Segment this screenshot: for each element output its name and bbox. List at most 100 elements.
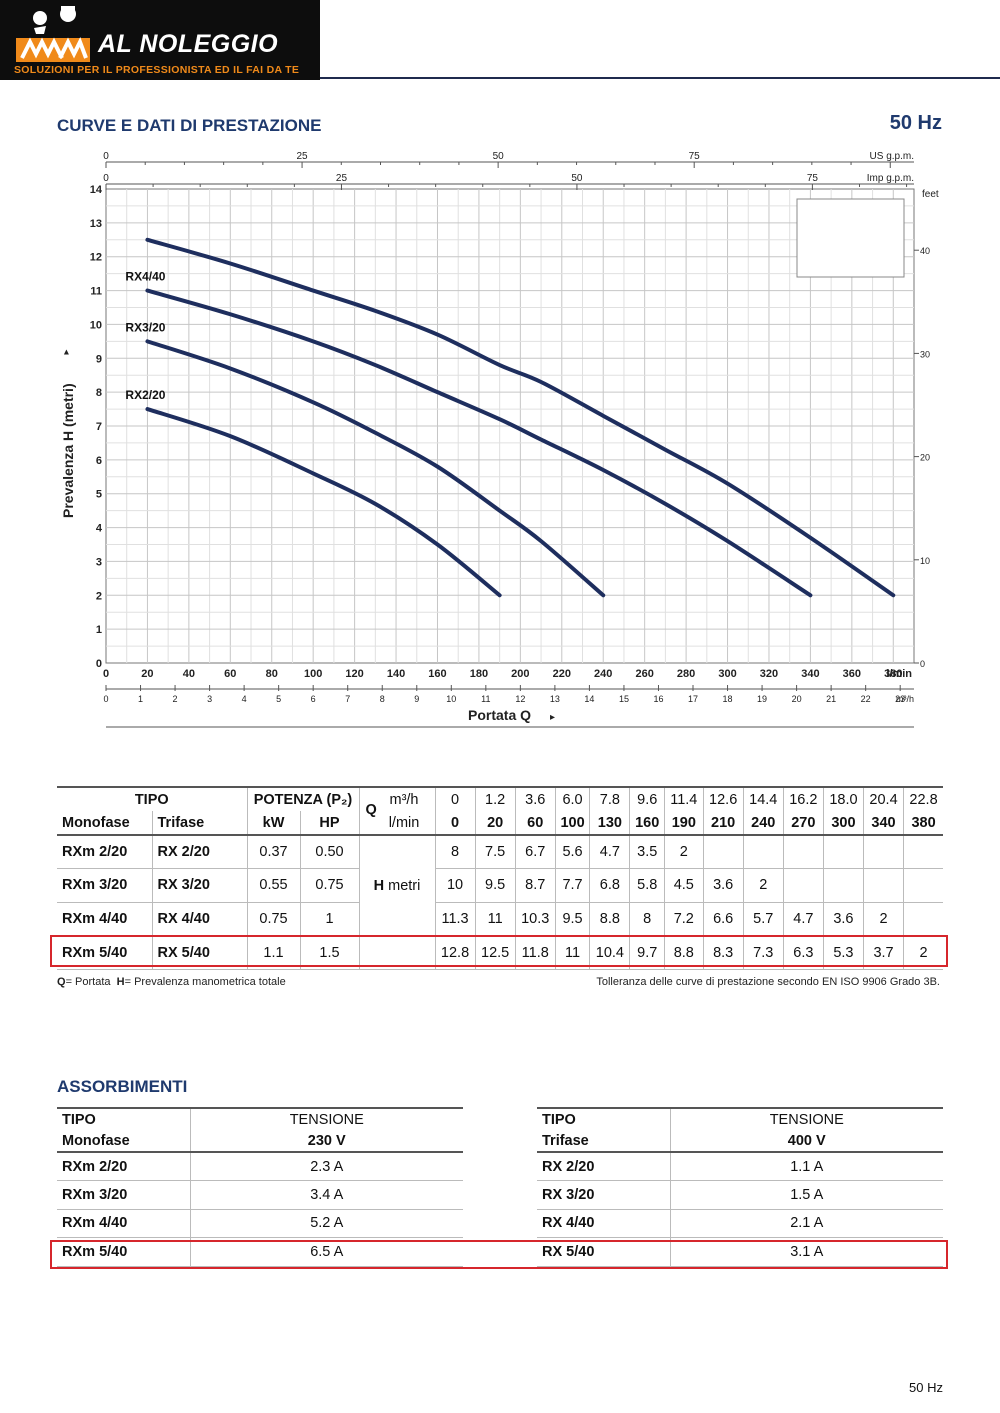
m3h-tick-label: 11 [481, 694, 490, 704]
head-value: 11.3 [434, 902, 476, 937]
head-value [903, 868, 943, 903]
model-tri: RX 4/40 [151, 902, 247, 937]
power-kw: 1.1 [246, 935, 300, 970]
lmin-value: 240 [742, 811, 784, 836]
x-tick-label: 40 [183, 668, 195, 680]
head-value: 10.4 [589, 935, 630, 970]
abs-subheader-row: Trifase 400 V [537, 1130, 943, 1153]
y-tick-label: 11 [90, 286, 102, 298]
head-value: 5.6 [554, 835, 590, 870]
m3h-tick-label: 4 [242, 694, 247, 704]
curve-series-2 [145, 339, 606, 598]
imp-tick-label: 50 [571, 173, 583, 184]
table-row: RX 2/20 1.1 A [537, 1152, 943, 1182]
head-value: 9.5 [554, 902, 590, 937]
col-voltage: 400 V [669, 1130, 943, 1153]
head-value: 11 [474, 902, 516, 937]
table-row-highlighted: RXm 5/40 6.5 A [57, 1237, 463, 1267]
y-tick-label: 12 [90, 252, 102, 264]
head-value: 4.7 [589, 835, 630, 870]
section-title-performance: CURVE E DATI DI PRESTAZIONE [57, 116, 322, 135]
power-hp: 1 [299, 902, 359, 937]
curve-series-4 [145, 237, 896, 598]
curve-label: RX2/20 [125, 388, 165, 402]
model: RXm 3/20 [57, 1180, 190, 1210]
head-value [862, 835, 904, 870]
imp-tick-label: 25 [336, 173, 348, 184]
x-tick-label: 360 [843, 668, 861, 680]
imp-unit-label: Imp g.p.m. [867, 173, 914, 184]
m3h-tick-label: 21 [826, 694, 836, 704]
feet-tick-label: 30 [920, 349, 930, 359]
x-tick-label: 160 [428, 668, 446, 680]
head-value: 6.3 [782, 935, 824, 970]
current: 2.3 A [189, 1152, 463, 1182]
head-value [742, 835, 784, 870]
y-tick-label: 9 [96, 353, 102, 365]
current: 1.1 A [669, 1152, 943, 1182]
m3h-tick-label: 20 [792, 694, 802, 704]
lmin-value: 340 [862, 811, 904, 836]
x-tick-label: 20 [141, 668, 153, 680]
x-tick-label: 200 [511, 668, 529, 680]
col-hp: HP [299, 811, 359, 836]
table-row-highlighted: RXm 5/40 RX 5/40 1.1 1.5 12.8 12.5 11.8 … [57, 935, 943, 970]
col-voltage: 230 V [189, 1130, 463, 1153]
lmin-value: 380 [903, 811, 943, 836]
y-tick-label: 4 [96, 523, 103, 535]
feet-tick-label: 10 [920, 556, 930, 566]
lmin-value: 100 [554, 811, 590, 836]
lmin-value: 20 [474, 811, 516, 836]
head-value [822, 868, 864, 903]
head-value: 8.3 [702, 935, 744, 970]
lmin-value: 160 [629, 811, 665, 836]
table-row: RXm 4/40 5.2 A [57, 1209, 463, 1239]
head-value: 10 [434, 868, 476, 903]
x-tick-label: 140 [387, 668, 405, 680]
col-monofase: Monofase [57, 1130, 190, 1153]
m3h-unit-label: m³/h [896, 694, 914, 704]
us-tick-label: 50 [493, 151, 505, 162]
m3h-value: 20.4 [862, 786, 904, 811]
feet-tick-label: 0 [920, 659, 925, 669]
m3h-value: 1.2 [474, 786, 516, 811]
m3h-value: 6.0 [554, 786, 590, 811]
model: RXm 4/40 [57, 1209, 190, 1239]
head-value: 11.8 [514, 935, 556, 970]
head-value [862, 868, 904, 903]
head-value: 5.7 [742, 902, 784, 937]
col-trifase: Trifase [151, 811, 247, 836]
feet-unit-label: feet [922, 189, 939, 200]
head-value: 8.8 [589, 902, 630, 937]
us-tick-label: 25 [297, 151, 309, 162]
us-tick-label: 75 [689, 151, 701, 162]
footer-frequency: 50 Hz [909, 1380, 943, 1395]
y-tick-label: 13 [90, 218, 102, 230]
m3h-value: 3.6 [514, 786, 556, 811]
col-tensione: TENSIONE [669, 1107, 943, 1130]
us-unit-label: US g.p.m. [870, 151, 914, 162]
head-value: 8.8 [664, 935, 704, 970]
model-tri: RX 2/20 [151, 835, 247, 870]
m3h-tick-label: 0 [103, 694, 108, 704]
m3h-tick-label: 6 [311, 694, 316, 704]
brand-tagline: SOLUZIONI PER IL PROFESSIONISTA ED IL FA… [14, 64, 300, 76]
x-tick-label: 180 [470, 668, 488, 680]
col-kw: kW [246, 811, 300, 836]
m3h-tick-label: 7 [345, 694, 350, 704]
col-tipo: TIPO [537, 1107, 670, 1130]
feet-tick-label: 20 [920, 453, 930, 463]
model: RX 4/40 [537, 1209, 670, 1239]
y-tick-label: 10 [90, 319, 102, 331]
header-rule [320, 77, 1000, 79]
feet-tick-label: 40 [920, 246, 930, 256]
m3h-tick-label: 17 [688, 694, 698, 704]
lmin-value: 190 [664, 811, 704, 836]
x-axis-arrow-icon: ▸ [550, 712, 555, 723]
m3h-value: 12.6 [702, 786, 744, 811]
power-kw: 0.37 [246, 835, 300, 870]
m3h-tick-label: 13 [550, 694, 560, 704]
us-tick-label: 0 [103, 151, 109, 162]
table-row: RX 4/40 2.1 A [537, 1209, 943, 1239]
